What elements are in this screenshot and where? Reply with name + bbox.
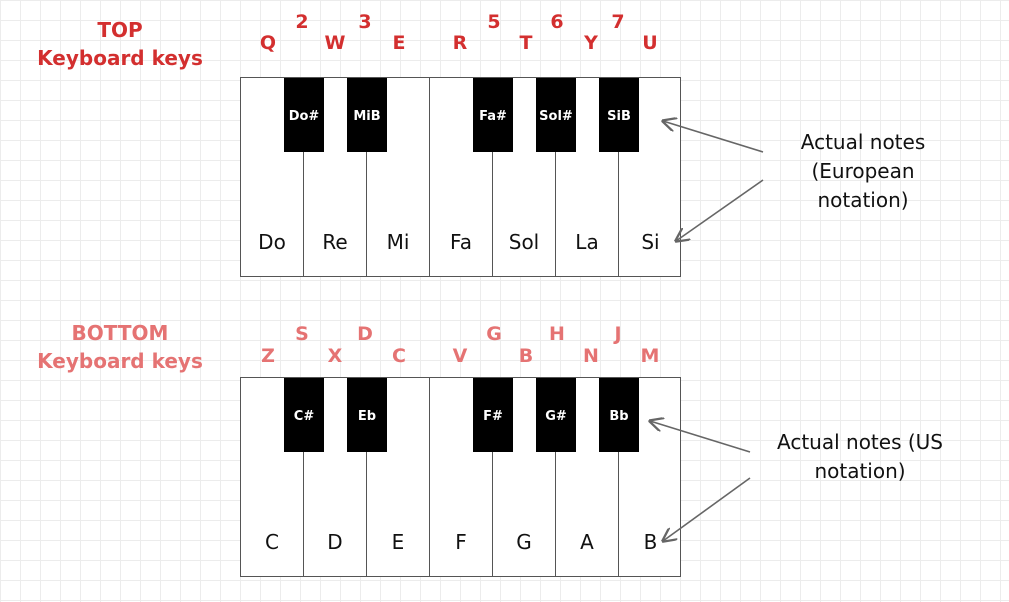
bottom-key-letter: G — [486, 323, 502, 345]
top-annotation-line: notation) — [817, 188, 909, 212]
white-key[interactable]: E — [367, 378, 430, 576]
black-key[interactable]: Sol# — [536, 78, 576, 152]
top-piano: Do Re Mi Fa Sol La Si Do# MiB Fa# Sol# S… — [240, 77, 681, 277]
white-key[interactable]: G — [493, 378, 556, 576]
white-key[interactable]: D — [304, 378, 367, 576]
bottom-key-letter: V — [452, 345, 468, 367]
top-key-letter: W — [324, 32, 346, 54]
white-key-label: C — [265, 530, 279, 554]
top-key-letter: T — [519, 32, 533, 54]
bottom-annotation-line: Actual notes (US — [777, 430, 943, 454]
bottom-key-letter: N — [583, 345, 599, 367]
arrow-to-top-white-key — [676, 179, 764, 241]
white-key-label: A — [580, 530, 594, 554]
white-key-label: Fa — [450, 230, 472, 254]
bottom-title-line2: Keyboard keys — [37, 349, 203, 373]
black-key-label: Eb — [357, 409, 377, 424]
black-key[interactable]: SiB — [599, 78, 639, 152]
bottom-key-letter: M — [640, 345, 660, 367]
black-key-label: G# — [545, 409, 567, 424]
white-key[interactable]: A — [556, 378, 619, 576]
top-key-letter: E — [392, 32, 406, 54]
bottom-key-letter: X — [327, 345, 343, 367]
top-title-line1: TOP — [97, 18, 143, 42]
white-key[interactable]: Mi — [367, 78, 430, 276]
bottom-key-letter: S — [295, 323, 309, 345]
white-key[interactable]: Do — [241, 78, 304, 276]
top-key-letter: U — [642, 32, 658, 54]
top-key-letter: 5 — [487, 11, 501, 33]
bottom-title-line1: BOTTOM — [71, 321, 169, 345]
white-key[interactable]: La — [556, 78, 619, 276]
top-key-letter: 7 — [611, 11, 625, 33]
white-key-label: La — [575, 230, 599, 254]
black-key-label: SiB — [607, 109, 631, 124]
white-key-label: Si — [641, 230, 660, 254]
white-key-label: F — [455, 530, 467, 554]
top-key-letter: 6 — [550, 11, 564, 33]
white-key-label: Do — [258, 230, 286, 254]
arrow-to-bottom-white-key — [663, 477, 751, 541]
black-key[interactable]: C# — [284, 378, 324, 452]
black-key-label: F# — [483, 409, 503, 424]
bottom-key-letter: J — [614, 323, 622, 345]
black-key[interactable]: G# — [536, 378, 576, 452]
bottom-key-letter: B — [518, 345, 534, 367]
bottom-key-letter: H — [549, 323, 565, 345]
black-key[interactable]: F# — [473, 378, 513, 452]
black-key-label: Fa# — [479, 109, 507, 124]
black-key-label: C# — [293, 409, 315, 424]
white-key[interactable]: Re — [304, 78, 367, 276]
black-key[interactable]: MiB — [347, 78, 387, 152]
top-key-letter: R — [452, 32, 468, 54]
black-key-label: Bb — [609, 409, 629, 424]
white-key-label: Sol — [508, 230, 540, 254]
black-key-label: Do# — [288, 109, 320, 124]
white-key-label: Re — [322, 230, 348, 254]
white-key-label: E — [391, 530, 405, 554]
top-key-letter: 2 — [295, 11, 309, 33]
white-key[interactable]: B — [619, 378, 682, 576]
bottom-key-letter: C — [392, 345, 406, 367]
black-key-label: MiB — [353, 109, 381, 124]
top-key-letter: 3 — [358, 11, 372, 33]
top-key-letter: Y — [584, 32, 598, 54]
bottom-key-letter: Z — [261, 345, 275, 367]
top-section-title: TOP Keyboard keys — [20, 16, 220, 72]
white-key-label: D — [327, 530, 343, 554]
white-key[interactable]: C — [241, 378, 304, 576]
black-key[interactable]: Fa# — [473, 78, 513, 152]
arrow-to-bottom-black-key — [650, 421, 751, 453]
white-key-label: B — [643, 530, 658, 554]
top-title-line2: Keyboard keys — [37, 46, 203, 70]
top-annotation: Actual notes (European notation) — [768, 128, 958, 215]
bottom-annotation: Actual notes (US notation) — [760, 428, 960, 486]
top-annotation-line: (European — [811, 159, 915, 183]
black-key-label: Sol# — [539, 109, 573, 124]
white-key[interactable]: Fa — [430, 78, 493, 276]
black-key[interactable]: Eb — [347, 378, 387, 452]
white-key-label: Mi — [386, 230, 410, 254]
white-key[interactable]: Sol — [493, 78, 556, 276]
white-key-label: G — [516, 530, 532, 554]
black-key[interactable]: Do# — [284, 78, 324, 152]
white-key[interactable]: F — [430, 378, 493, 576]
white-key[interactable]: Si — [619, 78, 682, 276]
bottom-key-letter: D — [357, 323, 373, 345]
top-key-letter: Q — [259, 32, 277, 54]
black-key[interactable]: Bb — [599, 378, 639, 452]
arrow-to-top-black-key — [663, 121, 764, 153]
top-annotation-line: Actual notes — [800, 130, 926, 154]
bottom-annotation-line: notation) — [814, 459, 906, 483]
bottom-piano: C D E F G A B C# Eb F# G# Bb — [240, 377, 681, 577]
bottom-section-title: BOTTOM Keyboard keys — [20, 319, 220, 375]
